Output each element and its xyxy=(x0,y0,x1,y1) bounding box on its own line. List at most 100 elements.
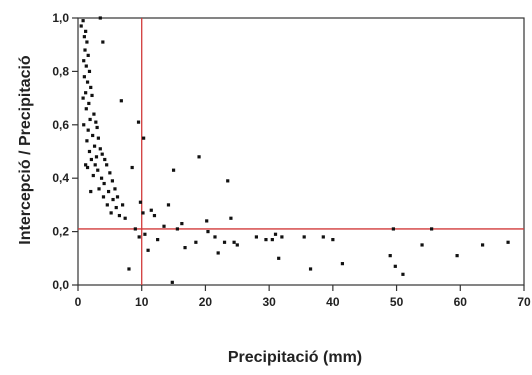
x-tick-label: 0 xyxy=(75,295,82,309)
y-axis-title: Intercepció / Precipitació xyxy=(17,55,34,245)
data-point xyxy=(93,163,97,167)
data-point xyxy=(100,152,104,156)
data-point xyxy=(141,211,145,215)
data-point xyxy=(115,195,120,199)
data-point xyxy=(102,181,106,186)
data-point xyxy=(89,189,93,194)
y-tick-label: 0,0 xyxy=(52,278,69,292)
data-point xyxy=(85,165,90,170)
data-point xyxy=(308,267,313,271)
data-point xyxy=(170,280,174,284)
data-point xyxy=(87,149,92,154)
data-point xyxy=(226,179,230,183)
data-point xyxy=(142,136,146,140)
data-point xyxy=(180,221,184,226)
data-point xyxy=(183,246,187,250)
data-point xyxy=(455,254,459,258)
data-point xyxy=(340,262,345,266)
data-point xyxy=(280,235,284,239)
y-tick-label: 0,2 xyxy=(52,225,69,239)
data-point xyxy=(105,163,109,167)
data-point xyxy=(98,16,102,20)
data-point xyxy=(82,123,86,127)
data-point xyxy=(143,232,147,236)
data-point xyxy=(302,235,306,239)
data-point xyxy=(216,251,220,255)
data-point xyxy=(127,267,131,271)
data-point xyxy=(103,157,107,162)
data-point xyxy=(81,19,85,23)
data-point xyxy=(89,85,93,90)
data-point xyxy=(229,216,233,220)
data-point xyxy=(91,173,95,178)
reference-lines xyxy=(78,18,524,285)
data-point xyxy=(213,235,217,239)
data-point xyxy=(420,243,424,247)
data-point xyxy=(277,256,281,260)
x-axis: 0 10 20 30 40 50 60 70 xyxy=(75,285,531,309)
data-point xyxy=(137,235,141,239)
data-point xyxy=(86,128,90,132)
data-point xyxy=(119,99,123,103)
data-point xyxy=(83,48,87,52)
data-point xyxy=(388,254,392,258)
x-tick-label: 20 xyxy=(199,295,213,309)
data-point xyxy=(84,91,88,95)
data-point xyxy=(117,213,122,218)
data-point xyxy=(273,232,278,236)
data-point xyxy=(430,227,434,231)
data-point xyxy=(105,203,109,207)
y-tick-label: 0,8 xyxy=(52,64,69,78)
data-point xyxy=(194,240,198,244)
data-point xyxy=(88,117,92,122)
data-point xyxy=(84,107,88,111)
data-point xyxy=(87,69,92,73)
data-points xyxy=(79,16,510,284)
data-point xyxy=(87,101,91,106)
data-point xyxy=(331,238,335,242)
data-point xyxy=(101,195,106,199)
data-point xyxy=(113,187,117,191)
data-point xyxy=(506,240,510,244)
data-point xyxy=(264,238,268,242)
x-axis-title: Precipitació (mm) xyxy=(228,349,362,366)
data-point xyxy=(109,211,113,215)
data-point xyxy=(232,240,236,244)
data-point xyxy=(84,29,88,33)
data-point xyxy=(156,238,160,242)
data-point xyxy=(108,171,112,175)
data-point xyxy=(138,200,143,204)
data-point xyxy=(146,248,150,252)
data-point xyxy=(133,227,137,231)
x-tick-label: 30 xyxy=(262,295,276,309)
data-point xyxy=(162,224,166,228)
data-point xyxy=(82,35,86,39)
x-tick-label: 40 xyxy=(326,295,340,309)
data-point xyxy=(92,112,96,116)
data-point xyxy=(85,139,89,143)
data-point xyxy=(94,120,98,124)
data-point xyxy=(222,240,227,244)
data-point xyxy=(82,75,86,79)
data-point xyxy=(110,179,115,183)
data-point xyxy=(98,147,102,151)
data-point xyxy=(235,243,239,247)
data-point xyxy=(79,24,83,28)
data-point xyxy=(89,157,93,162)
data-point xyxy=(197,155,201,159)
data-point xyxy=(149,208,153,212)
data-point xyxy=(91,133,95,138)
x-tick-label: 70 xyxy=(517,295,531,309)
data-point xyxy=(254,235,258,239)
data-point xyxy=(85,40,89,44)
data-point xyxy=(121,203,125,207)
data-point xyxy=(97,187,101,191)
data-point xyxy=(136,120,141,124)
data-point xyxy=(391,227,395,231)
data-point xyxy=(94,155,99,159)
data-point xyxy=(152,213,157,218)
data-point xyxy=(81,96,85,100)
data-point xyxy=(175,227,179,231)
